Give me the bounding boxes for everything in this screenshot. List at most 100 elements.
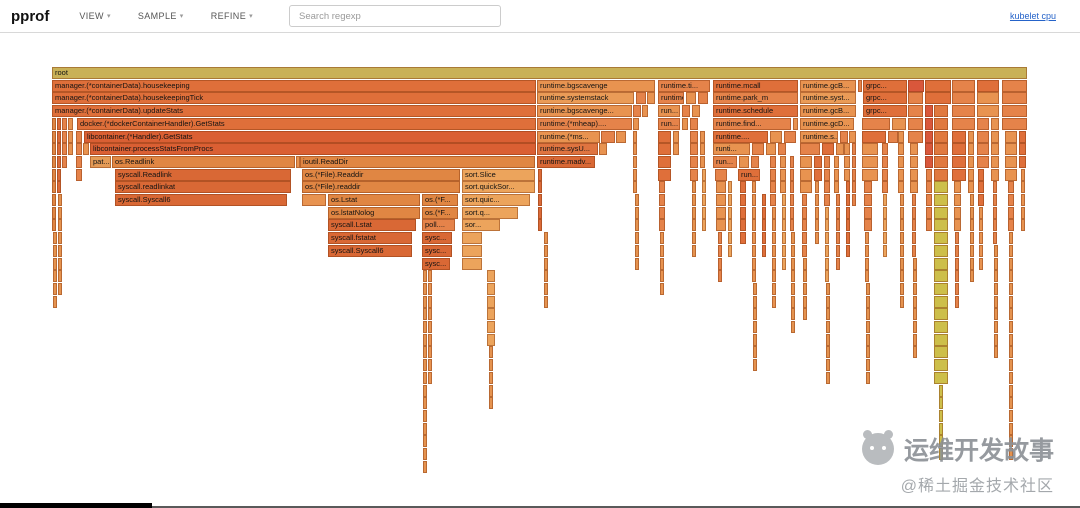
flame-frame[interactable] [692, 181, 696, 194]
flame-frame[interactable] [296, 155, 300, 168]
flame-frame[interactable] [955, 257, 959, 270]
flame-frame[interactable]: pat... [90, 155, 111, 168]
flame-frame[interactable]: os.(*File).Readdir [302, 168, 460, 181]
flame-frame[interactable] [864, 219, 872, 232]
flame-frame[interactable] [846, 181, 850, 194]
flame-frame[interactable] [815, 181, 819, 194]
flame-frame[interactable] [970, 270, 974, 283]
flame-frame[interactable] [770, 181, 776, 194]
flame-frame[interactable] [52, 130, 56, 143]
flame-frame[interactable] [993, 181, 997, 194]
flame-frame[interactable] [826, 308, 830, 321]
flame-frame[interactable] [690, 117, 698, 130]
flame-frame[interactable] [882, 168, 888, 181]
flame-frame[interactable]: runtime.find... [713, 117, 791, 130]
flame-frame[interactable] [934, 168, 948, 181]
flame-frame[interactable] [698, 92, 708, 105]
flame-frame[interactable] [865, 232, 869, 245]
flame-frame[interactable] [824, 155, 830, 168]
flame-frame[interactable] [791, 244, 795, 257]
flame-frame[interactable] [968, 130, 974, 143]
flame-frame[interactable]: sort.quic... [462, 194, 530, 206]
flame-frame[interactable] [53, 244, 57, 257]
flame-frame[interactable] [647, 92, 655, 105]
flame-frame[interactable] [772, 244, 776, 257]
flame-frame[interactable] [692, 232, 696, 245]
flame-frame[interactable] [728, 219, 732, 232]
flame-frame[interactable] [913, 321, 917, 333]
flame-frame[interactable] [934, 282, 948, 295]
flame-frame[interactable] [802, 219, 807, 232]
flame-frame[interactable] [898, 155, 904, 168]
flame-frame[interactable] [752, 244, 756, 257]
flame-frame[interactable] [900, 194, 904, 206]
flame-frame[interactable] [636, 92, 646, 105]
flame-frame[interactable] [793, 117, 798, 130]
flame-frame[interactable]: grpc... [863, 92, 907, 105]
flame-frame[interactable] [68, 143, 73, 156]
flame-frame[interactable] [658, 130, 671, 143]
flame-frame[interactable] [934, 219, 948, 232]
flame-frame[interactable] [428, 282, 432, 295]
flame-frame[interactable] [825, 219, 829, 232]
flame-frame[interactable] [994, 244, 998, 257]
flame-frame[interactable] [846, 206, 850, 219]
flame-frame[interactable] [977, 117, 989, 130]
flame-frame[interactable] [633, 105, 641, 118]
flame-frame[interactable] [728, 244, 732, 257]
flame-frame[interactable] [538, 194, 542, 206]
flame-frame[interactable] [489, 397, 493, 410]
flame-frame[interactable] [913, 295, 917, 308]
flame-frame[interactable]: runtime.(*mheap).... [537, 117, 632, 130]
flame-frame[interactable] [544, 295, 548, 308]
flame-frame[interactable] [934, 130, 948, 143]
flame-frame[interactable] [900, 282, 904, 295]
flame-frame[interactable] [864, 181, 872, 194]
flame-frame[interactable] [52, 155, 56, 168]
flame-frame[interactable] [702, 206, 706, 219]
flame-frame[interactable] [715, 168, 727, 181]
flame-frame[interactable] [968, 168, 974, 181]
flame-frame[interactable]: runtime.... [658, 92, 684, 105]
flame-frame[interactable] [53, 282, 57, 295]
flame-frame[interactable] [852, 168, 856, 181]
flame-frame[interactable] [852, 155, 856, 168]
flame-frame[interactable] [993, 232, 997, 245]
flame-frame[interactable] [1002, 117, 1027, 130]
flame-frame[interactable] [428, 270, 432, 283]
flame-frame[interactable] [934, 206, 948, 219]
flame-frame[interactable] [802, 206, 807, 219]
flame-frame[interactable] [718, 270, 722, 283]
flame-frame[interactable] [752, 181, 756, 194]
flame-frame[interactable] [926, 181, 932, 194]
flame-frame[interactable] [423, 435, 427, 448]
flame-frame[interactable] [934, 321, 948, 333]
flame-frame[interactable] [994, 257, 998, 270]
flame-frame[interactable] [716, 219, 726, 232]
flame-frame[interactable]: manager.(*containerData).housekeeping [52, 79, 536, 92]
flame-frame[interactable] [53, 270, 57, 283]
flame-frame[interactable] [700, 155, 705, 168]
flame-frame[interactable] [925, 79, 951, 92]
flame-frame[interactable] [824, 194, 830, 206]
flame-frame[interactable] [53, 295, 57, 308]
flame-frame[interactable] [952, 143, 966, 156]
flame-frame[interactable] [994, 333, 998, 346]
flame-frame[interactable]: syscall.Syscall6 [328, 244, 412, 257]
flame-frame[interactable] [826, 321, 830, 333]
menu-sample[interactable]: SAMPLE ▾ [138, 11, 184, 21]
flame-frame[interactable] [772, 206, 776, 219]
flame-frame[interactable] [836, 143, 844, 156]
flame-frame[interactable] [1009, 359, 1013, 372]
flame-frame[interactable] [791, 321, 795, 333]
flame-frame[interactable] [53, 232, 57, 245]
flame-frame[interactable]: sort.q... [462, 206, 518, 219]
flame-frame[interactable] [58, 270, 62, 283]
flame-frame[interactable] [76, 130, 82, 143]
flame-frame[interactable]: run... [658, 105, 680, 118]
flame-frame[interactable] [739, 155, 749, 168]
flame-frame[interactable] [826, 346, 830, 359]
flame-frame[interactable] [864, 206, 872, 219]
flame-frame[interactable] [1019, 130, 1026, 143]
flame-frame[interactable] [882, 181, 888, 194]
